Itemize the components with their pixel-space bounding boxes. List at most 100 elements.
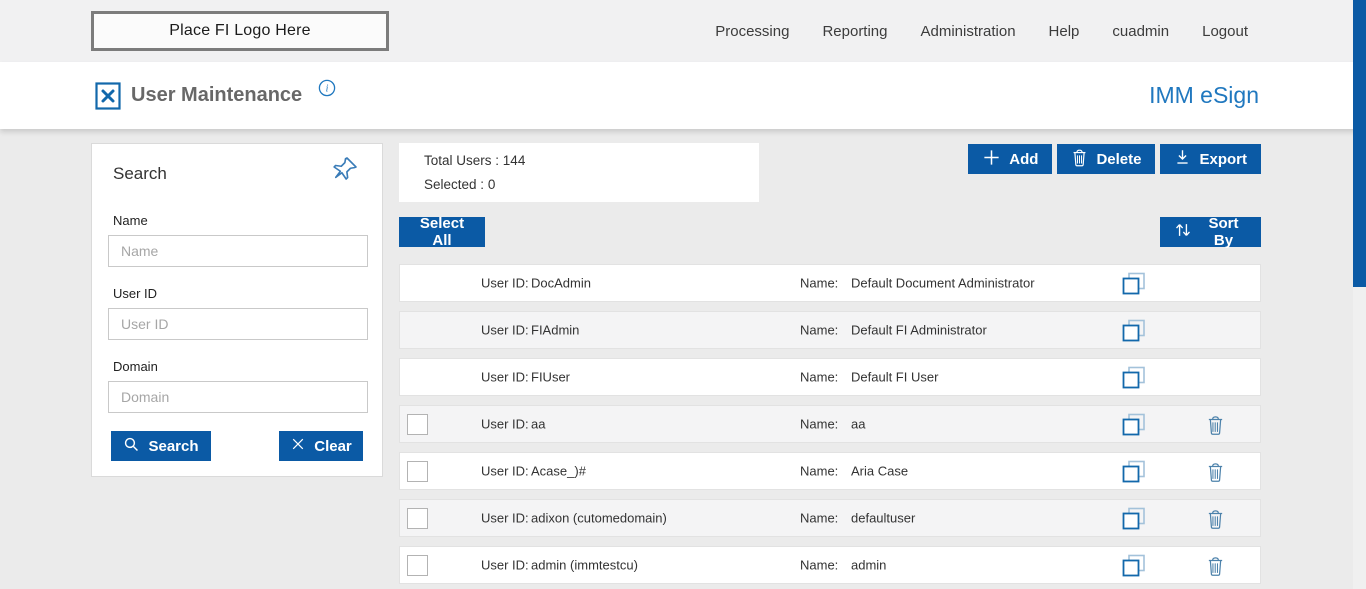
selected-value: 0: [487, 177, 496, 192]
total-users-label: Total Users :: [424, 153, 500, 168]
search-button[interactable]: Search: [111, 431, 211, 461]
row-user-id-label: User ID:: [481, 275, 529, 291]
user-id-field-label: User ID: [113, 286, 158, 301]
total-users-value: 144: [502, 153, 526, 168]
row-user-id-value: aa: [531, 416, 546, 432]
row-name-label: Name:: [800, 463, 839, 479]
row-user-id-label: User ID:: [481, 322, 529, 338]
user-maintenance-icon: [95, 82, 121, 115]
copy-user-icon[interactable]: [1122, 554, 1146, 583]
row-name-label: Name:: [800, 557, 839, 573]
brand-imm-esign: IMM eSign: [1149, 82, 1259, 108]
delete-button-label: Delete: [1096, 150, 1142, 168]
svg-text:i: i: [326, 84, 329, 95]
user-row: User ID: DocAdmin Name: Default Document…: [399, 264, 1261, 302]
delete-row-icon[interactable]: [1206, 508, 1225, 535]
copy-user-icon[interactable]: [1122, 460, 1146, 489]
row-name-label: Name:: [800, 416, 839, 432]
add-button[interactable]: Add: [968, 144, 1053, 174]
nav-processing[interactable]: Processing: [715, 22, 790, 40]
search-icon: [123, 436, 140, 457]
row-name-value: Aria Case: [851, 463, 909, 479]
row-name-value: Default FI User: [851, 369, 939, 385]
fi-logo-text: Place FI Logo Here: [169, 22, 311, 39]
user-rows: User ID: DocAdmin Name: Default Document…: [399, 264, 1261, 589]
nav-reporting[interactable]: Reporting: [822, 22, 888, 40]
row-name-value: defaultuser: [851, 510, 916, 526]
user-id-input[interactable]: [108, 308, 368, 340]
sort-by-label: Sort By: [1208, 215, 1239, 249]
row-checkbox[interactable]: [407, 555, 428, 576]
user-row: User ID: adixon (cutomedomain) Name: def…: [399, 499, 1261, 537]
download-icon: [1174, 149, 1191, 170]
delete-row-icon[interactable]: [1206, 555, 1225, 582]
page-title: User Maintenance: [131, 84, 303, 106]
row-user-id-label: User ID:: [481, 557, 529, 573]
row-name-value: Default Document Administrator: [851, 275, 1035, 291]
pin-icon[interactable]: [330, 154, 360, 189]
user-row: User ID: admin (immtestcu) Name: admin: [399, 546, 1261, 584]
row-user-id-value: FIUser: [531, 369, 570, 385]
row-user-id-label: User ID:: [481, 416, 529, 432]
row-user-id-label: User ID:: [481, 369, 529, 385]
row-user-id-value: adixon (cutomedomain): [531, 510, 667, 526]
copy-user-icon[interactable]: [1122, 366, 1146, 395]
row-checkbox[interactable]: [407, 461, 428, 482]
row-user-id-value: DocAdmin: [531, 275, 591, 291]
delete-row-icon[interactable]: [1206, 414, 1225, 441]
name-input[interactable]: [108, 235, 368, 267]
search-panel: Search Name User ID Domain Search: [91, 143, 383, 477]
user-row: User ID: aa Name: aa: [399, 405, 1261, 443]
user-row: User ID: Acase_)# Name: Aria Case: [399, 452, 1261, 490]
sort-by-button[interactable]: Sort By: [1160, 215, 1261, 249]
scrollbar-track[interactable]: [1353, 0, 1366, 589]
domain-field-label: Domain: [113, 359, 158, 374]
info-icon[interactable]: i: [318, 79, 336, 102]
row-name-value: Default FI Administrator: [851, 322, 987, 338]
scrollbar-thumb[interactable]: [1353, 0, 1366, 287]
plus-icon: [982, 148, 1001, 171]
page-header-band: User Maintenance i IMM eSign: [0, 62, 1366, 129]
copy-user-icon[interactable]: [1122, 507, 1146, 536]
search-button-label: Search: [148, 437, 199, 455]
row-name-value: aa: [851, 416, 866, 432]
row-user-id-value: admin (immtestcu): [531, 557, 638, 573]
name-field-label: Name: [113, 213, 148, 228]
user-row: User ID: FIAdmin Name: Default FI Admini…: [399, 311, 1261, 349]
delete-button[interactable]: Delete: [1057, 144, 1156, 174]
top-bar: Place FI Logo Here Processing Reporting …: [0, 0, 1366, 62]
row-user-id-label: User ID:: [481, 463, 529, 479]
row-name-label: Name:: [800, 510, 839, 526]
row-name-label: Name:: [800, 322, 839, 338]
user-row: User ID: FIUser Name: Default FI User: [399, 358, 1261, 396]
domain-input[interactable]: [108, 381, 368, 413]
summary-box: Total Users : 144 Selected : 0: [399, 143, 759, 202]
clear-button[interactable]: Clear: [279, 431, 363, 461]
nav-logout[interactable]: Logout: [1202, 22, 1248, 40]
nav-help[interactable]: Help: [1048, 22, 1080, 40]
select-all-button[interactable]: Select All: [399, 215, 485, 249]
nav-user-cuadmin[interactable]: cuadmin: [1112, 22, 1170, 40]
trash-icon: [1071, 148, 1088, 171]
row-user-id-value: Acase_)#: [531, 463, 586, 479]
copy-user-icon[interactable]: [1122, 319, 1146, 348]
copy-user-icon[interactable]: [1122, 272, 1146, 301]
export-button[interactable]: Export: [1160, 144, 1261, 174]
main-nav: Processing Reporting Administration Help…: [715, 0, 1248, 62]
row-name-label: Name:: [800, 369, 839, 385]
search-panel-title: Search: [113, 164, 167, 183]
row-user-id-label: User ID:: [481, 510, 529, 526]
selected-label: Selected :: [424, 177, 485, 192]
total-users-line: Total Users : 144: [424, 153, 525, 168]
export-button-label: Export: [1199, 150, 1247, 168]
row-checkbox[interactable]: [407, 508, 428, 529]
fi-logo-placeholder: Place FI Logo Here: [91, 11, 389, 51]
row-checkbox[interactable]: [407, 414, 428, 435]
nav-administration[interactable]: Administration: [920, 22, 1016, 40]
selected-line: Selected : 0: [424, 177, 495, 192]
delete-row-icon[interactable]: [1206, 461, 1225, 488]
row-name-label: Name:: [800, 275, 839, 291]
copy-user-icon[interactable]: [1122, 413, 1146, 442]
select-all-label: Select All: [419, 215, 465, 249]
